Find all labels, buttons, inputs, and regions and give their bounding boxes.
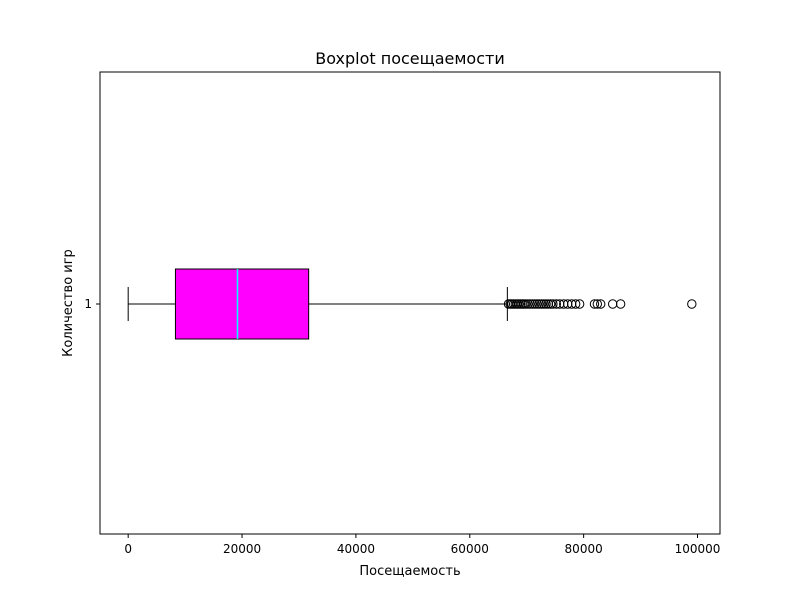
outlier-point [523,299,533,309]
outlier-point [529,299,540,309]
y-tick-label: 1 [84,297,92,311]
outlier-point [551,299,562,309]
outlier-point [570,299,581,309]
plot-area-frame [99,71,721,535]
outlier-point [527,299,538,309]
chart-title: Boxplot посещаемости [315,49,504,68]
outlier-point [687,299,697,309]
outlier-point [574,299,585,309]
x-tick-label: 40000 [337,542,375,556]
outlier-point [541,299,551,309]
x-axis-label: Посещаемость [359,564,460,579]
x-tick-label: 60000 [451,542,489,556]
outlier-point [532,299,542,309]
x-tick-label: 0 [124,542,132,556]
outlier-point [525,299,535,309]
iqr-box [174,268,310,340]
outlier-point [539,299,549,309]
outlier-point [589,299,600,309]
chart-marks [127,268,697,340]
y-axis-ticks: 1 [84,297,100,311]
x-tick-label: 100000 [675,542,721,556]
outlier-point [520,299,531,309]
outlier-point [615,299,626,309]
y-axis-label: Количество игр [61,249,76,357]
x-tick-label: 80000 [565,542,603,556]
outlier-point [607,299,618,309]
outlier-point [545,299,556,309]
x-axis-ticks: 0 20000 40000 60000 80000 100000 [124,534,720,556]
outlier-point [536,299,547,309]
outlier-point [592,299,603,309]
outlier-point [548,299,558,309]
outlier-point [596,299,606,309]
outlier-point [534,299,544,309]
x-tick-label: 20000 [223,542,261,556]
